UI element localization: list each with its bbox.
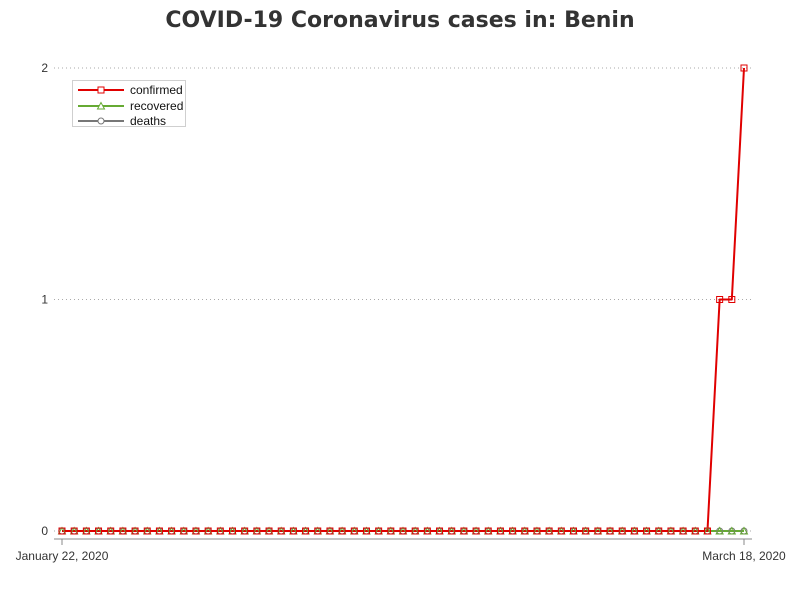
marker-confirmed: [533, 527, 541, 535]
marker-confirmed: [728, 296, 736, 303]
marker-confirmed: [314, 527, 322, 535]
marker-confirmed: [204, 527, 212, 535]
marker-confirmed: [557, 527, 565, 535]
marker-confirmed: [277, 527, 285, 535]
marker-confirmed: [155, 527, 163, 535]
marker-confirmed: [70, 527, 78, 535]
series-markers: [57, 64, 749, 535]
marker-confirmed: [582, 527, 590, 535]
x-tick-label: January 22, 2020: [16, 549, 109, 563]
marker-confirmed: [545, 527, 553, 535]
marker-recovered: [739, 526, 749, 535]
legend-item-recovered: recovered: [73, 98, 185, 114]
marker-confirmed: [691, 527, 699, 535]
marker-confirmed: [570, 527, 577, 535]
marker-confirmed: [387, 527, 395, 535]
marker-confirmed: [95, 527, 103, 535]
legend-marker: [97, 86, 105, 94]
marker-confirmed: [509, 527, 517, 535]
marker-confirmed: [618, 527, 626, 535]
marker-confirmed: [241, 527, 249, 535]
marker-confirmed: [107, 527, 115, 535]
marker-confirmed: [253, 527, 261, 535]
marker-confirmed: [472, 527, 480, 535]
marker-confirmed: [679, 527, 687, 535]
marker-confirmed: [350, 527, 358, 535]
marker-confirmed: [58, 527, 66, 535]
marker-confirmed: [338, 527, 346, 535]
legend-label: recovered: [130, 98, 184, 113]
marker-confirmed: [655, 527, 663, 535]
marker-confirmed: [216, 527, 224, 535]
legend-label: confirmed: [130, 83, 183, 97]
marker-confirmed: [143, 527, 151, 535]
marker-confirmed: [460, 527, 468, 535]
legend-swatch-confirmed: [78, 86, 124, 94]
legend-marker: [97, 117, 105, 125]
marker-confirmed: [703, 527, 711, 535]
marker-confirmed: [643, 527, 651, 535]
marker-confirmed: [180, 527, 188, 535]
marker-confirmed: [594, 527, 602, 535]
legend: confirmed recovered deaths: [72, 80, 186, 129]
marker-confirmed: [436, 527, 444, 535]
axes: [54, 538, 752, 545]
series-lines: [62, 67, 745, 532]
marker-confirmed: [521, 527, 529, 535]
y-tick-label: 1: [41, 293, 48, 307]
marker-confirmed: [448, 527, 456, 535]
marker-recovered: [727, 526, 737, 535]
marker-confirmed: [302, 527, 310, 535]
series-line-confirmed: [62, 67, 745, 532]
marker-confirmed: [496, 527, 504, 535]
marker-confirmed: [265, 527, 273, 535]
marker-confirmed: [667, 527, 675, 535]
legend-swatch-deaths: [78, 117, 124, 125]
legend-label: deaths: [130, 114, 167, 128]
y-tick-label: 0: [41, 524, 48, 538]
chart-title: COVID-19 Coronavirus cases in: Benin: [165, 8, 635, 33]
marker-confirmed: [375, 527, 383, 535]
tick-labels: 0 1 2 January 22, 2020 March 18, 2020: [16, 61, 786, 563]
legend-swatch-recovered: [78, 100, 124, 109]
x-tick-label: March 18, 2020: [702, 549, 786, 563]
legend-item-confirmed: confirmed: [73, 82, 185, 98]
marker-confirmed: [740, 64, 748, 72]
marker-confirmed: [362, 527, 370, 535]
marker-confirmed: [399, 527, 407, 535]
grid-lines: [54, 67, 752, 532]
legend-item-deaths: deaths: [73, 113, 185, 129]
marker-confirmed: [289, 527, 297, 535]
marker-confirmed: [82, 527, 90, 535]
marker-confirmed: [168, 527, 176, 535]
marker-confirmed: [716, 296, 724, 303]
marker-confirmed: [630, 527, 638, 535]
marker-confirmed: [484, 527, 492, 535]
marker-confirmed: [192, 527, 200, 535]
y-tick-label: 2: [41, 61, 48, 75]
marker-confirmed: [131, 527, 139, 535]
marker-confirmed: [411, 527, 419, 535]
marker-confirmed: [423, 527, 431, 535]
legend-marker: [96, 100, 106, 109]
marker-confirmed: [606, 527, 614, 535]
marker-confirmed: [326, 527, 334, 535]
marker-confirmed: [229, 527, 236, 535]
marker-confirmed: [119, 527, 127, 535]
marker-recovered: [715, 526, 724, 535]
